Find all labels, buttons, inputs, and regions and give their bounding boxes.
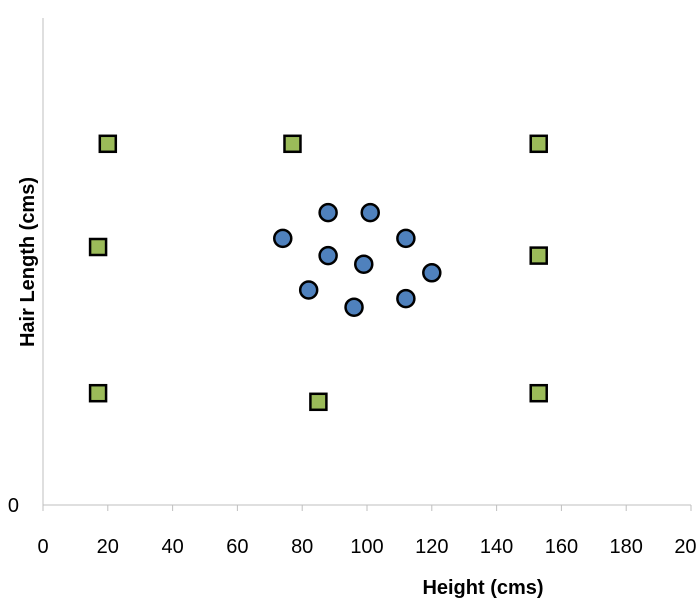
- square-data-point: [88, 237, 108, 257]
- x-axis-ticks: 0 20 40 60 80 100 120 140 160 180 200: [37, 505, 697, 558]
- circle-data-point: [422, 263, 442, 283]
- circle-data-point: [344, 297, 364, 317]
- x-tick-label: 60: [226, 536, 248, 558]
- y-axis-title: Hair Length (cms): [17, 177, 39, 347]
- circle-data-point: [318, 202, 338, 223]
- x-tick-label: 120: [415, 536, 448, 558]
- x-tick-label: 80: [291, 536, 313, 558]
- x-tick-label: 180: [610, 536, 643, 558]
- y-tick-label: 0: [8, 495, 19, 517]
- x-axis-title: Height (cms): [422, 577, 543, 599]
- circle-data-point: [354, 254, 374, 274]
- x-tick-label: 160: [545, 536, 578, 558]
- x-tick-label: 0: [37, 536, 48, 558]
- x-tick-label: 200: [674, 536, 697, 558]
- square-data-point: [309, 392, 328, 412]
- x-tick-label: 40: [161, 536, 183, 558]
- data-points: [88, 134, 548, 412]
- square-data-point: [98, 134, 118, 154]
- x-tick-label: 100: [350, 536, 383, 558]
- square-data-point: [88, 383, 108, 403]
- square-data-point: [529, 383, 548, 403]
- circle-data-point: [360, 202, 380, 223]
- x-tick-label: 140: [480, 536, 513, 558]
- square-data-point: [529, 134, 548, 154]
- square-data-point: [529, 246, 548, 265]
- square-data-point: [283, 134, 302, 154]
- circle-data-point: [273, 228, 293, 249]
- circle-data-point: [396, 228, 416, 249]
- circle-data-point: [298, 280, 319, 300]
- circle-data-point: [318, 245, 338, 266]
- y-axis-ticks: 0: [8, 495, 19, 517]
- circle-data-point: [396, 288, 416, 309]
- x-tick-label: 20: [97, 536, 119, 558]
